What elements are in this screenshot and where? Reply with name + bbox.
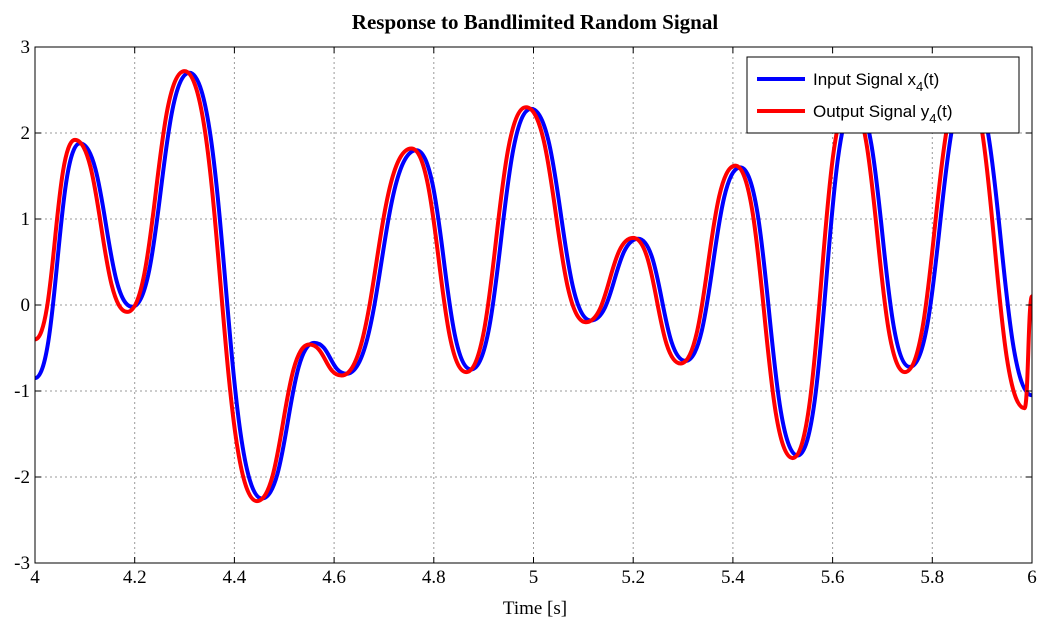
legend: Input Signal x4(t) Output Signal y4(t)	[746, 56, 1020, 134]
series-lines	[35, 69, 1032, 504]
x-axis-ticks: 4 4.2 4.4 4.6 4.8 5 5.2 5.4 5.6 5.8 6	[30, 47, 1037, 588]
x-axis-label: Time [s]	[503, 598, 567, 619]
x-tick-label: 5.8	[920, 567, 944, 588]
x-tick-label: 4.6	[322, 567, 346, 588]
y-tick-label: 0	[21, 295, 31, 316]
x-tick-label: 4.8	[422, 567, 446, 588]
x-tick-label: 5	[529, 567, 539, 588]
chart-title: Response to Bandlimited Random Signal	[352, 10, 719, 34]
y-tick-label: 1	[21, 209, 31, 230]
x-tick-label: 4.2	[123, 567, 147, 588]
y-tick-label: -2	[14, 467, 30, 488]
x-tick-label: 5.2	[621, 567, 645, 588]
y-axis-ticks: -3 -2 -1 0 1 2 3	[14, 37, 1032, 574]
x-tick-label: 4	[30, 567, 40, 588]
x-tick-label: 5.6	[821, 567, 845, 588]
y-tick-label: -1	[14, 381, 30, 402]
output-signal-line	[35, 69, 1032, 504]
legend-label: Input Signal x4(t)	[813, 70, 939, 94]
legend-label: Output Signal y4(t)	[813, 102, 953, 126]
x-tick-label: 6	[1027, 567, 1037, 588]
y-tick-label: -3	[14, 553, 30, 574]
x-tick-label: 4.4	[223, 567, 247, 588]
y-tick-label: 3	[21, 37, 31, 58]
y-tick-label: 2	[21, 123, 31, 144]
x-tick-label: 5.4	[721, 567, 745, 588]
legend-box	[746, 56, 1020, 134]
